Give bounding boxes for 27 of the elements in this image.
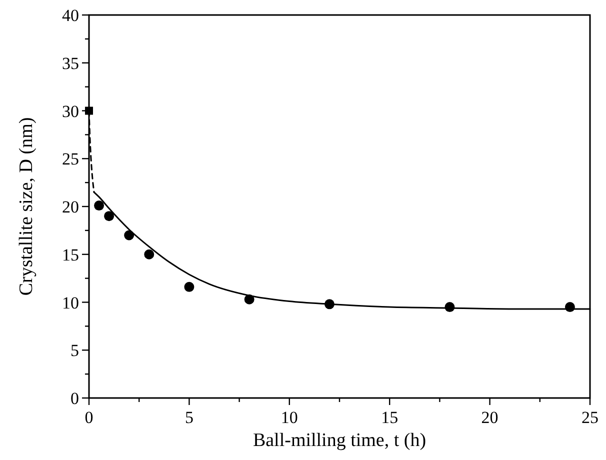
y-tick-label: 0 [70,389,79,408]
point [85,106,93,115]
point [324,299,334,310]
x-tick-label: 15 [381,408,398,427]
y-tick-label: 35 [62,54,79,73]
y-tick-label: 25 [62,150,79,169]
point [244,294,254,304]
point [104,211,114,222]
x-tick-label: 0 [84,408,94,427]
point [444,302,455,312]
point [124,230,134,240]
x-tick-label: 10 [280,408,298,427]
y-tick-label: 5 [70,341,79,360]
point [94,200,104,211]
y-tick-label: 30 [62,102,79,121]
point [564,302,575,312]
x-tick-label: 5 [184,408,194,427]
x-tick-label: 20 [481,408,498,427]
point [184,282,194,292]
x-axis-title: Ball-milling time, t (h) [252,430,426,451]
y-tick-label: 10 [62,293,79,312]
y-axis-title: Crystallite size, D (nm) [16,117,37,296]
y-tick-label: 40 [62,6,79,25]
point [144,249,154,260]
y-tick-label: 20 [62,198,79,216]
y-tick-label: 15 [62,245,79,264]
x-tick-label: 25 [582,408,598,427]
